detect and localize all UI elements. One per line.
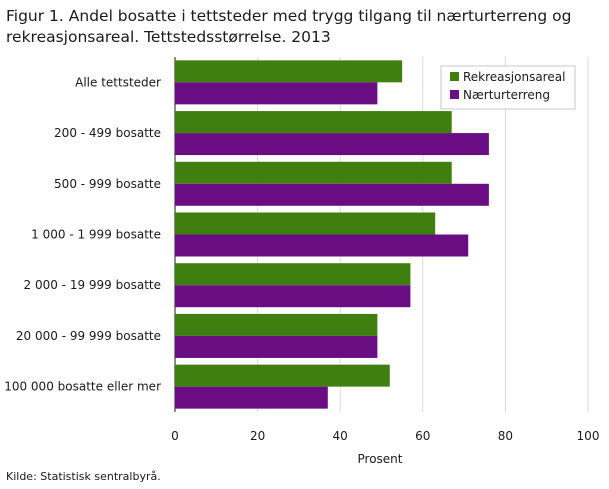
x-tick-label: 40 xyxy=(333,429,348,443)
category-label: 1 000 - 1 999 bosatte xyxy=(31,228,161,242)
category-label: 20 000 - 99 999 bosatte xyxy=(16,329,161,343)
bar-rekreasjonsareal xyxy=(175,263,411,286)
category-label: 2 000 - 19 999 bosatte xyxy=(24,278,161,292)
x-tick-label: 20 xyxy=(250,429,265,443)
bar-naerturterreng xyxy=(175,82,378,105)
legend-box xyxy=(440,65,576,110)
bar-naerturterreng xyxy=(175,234,469,257)
bar-rekreasjonsareal xyxy=(175,111,452,134)
bar-rekreasjonsareal xyxy=(175,313,378,336)
category-label: 500 - 999 bosatte xyxy=(54,177,161,191)
category-labels: Alle tettsteder 200 - 499 bosatte 500 - 99… xyxy=(4,75,161,393)
bar-rekreasjonsareal xyxy=(175,364,390,387)
bar-naerturterreng xyxy=(175,285,411,308)
bar-rekreasjonsareal xyxy=(175,212,436,235)
bar-naerturterreng xyxy=(175,335,378,358)
chart-title: Figur 1. Andel bosatte i tettsteder med … xyxy=(6,7,572,46)
bar-naerturterreng xyxy=(175,133,489,156)
legend-swatch xyxy=(450,90,459,99)
bar-rekreasjonsareal xyxy=(175,60,403,83)
x-axis-title: Prosent xyxy=(358,452,403,466)
category-label: 200 - 499 bosatte xyxy=(54,126,161,140)
x-tick-label: 80 xyxy=(498,429,513,443)
bar-rekreasjonsareal xyxy=(175,161,452,184)
bars xyxy=(175,60,489,409)
x-tick-label: 100 xyxy=(577,429,600,443)
x-tick-label: 60 xyxy=(415,429,430,443)
x-tick-labels: 0 20 40 60 80 100 xyxy=(171,429,599,443)
legend-swatch xyxy=(450,72,459,81)
x-tick-label: 0 xyxy=(171,429,179,443)
legend-label: Nærturterreng xyxy=(463,88,550,102)
bar-naerturterreng xyxy=(175,183,489,206)
legend: Rekreasjonsareal Nærturterreng xyxy=(440,65,576,110)
bar-naerturterreng xyxy=(175,386,328,409)
category-label: 100 000 bosatte eller mer xyxy=(4,380,161,394)
source-note: Kilde: Statistisk sentralbyrå. xyxy=(6,470,161,483)
legend-label: Rekreasjonsareal xyxy=(463,70,565,84)
category-label: Alle tettsteder xyxy=(75,75,161,89)
